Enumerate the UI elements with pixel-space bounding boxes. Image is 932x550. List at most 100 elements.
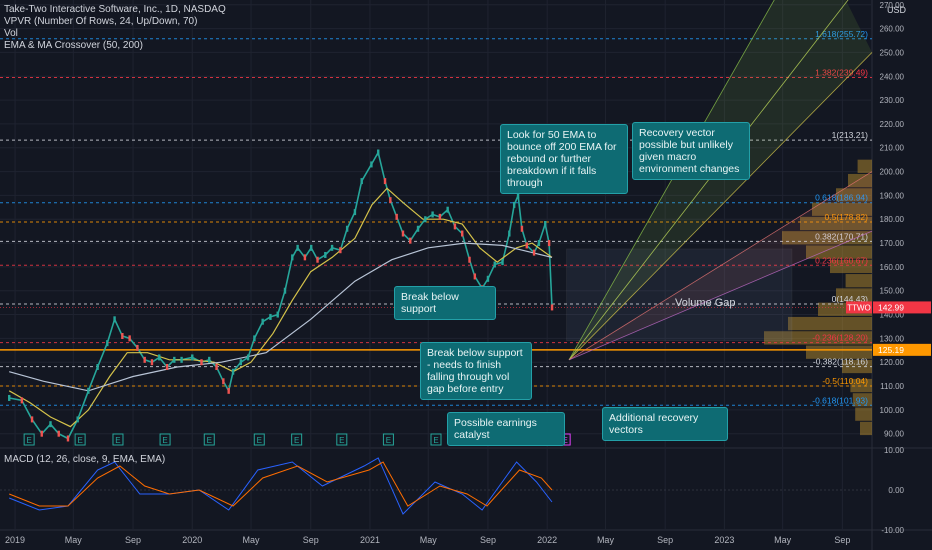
- x-tick-label: 2021: [360, 535, 380, 545]
- price-point: [200, 359, 203, 366]
- volume-profile-bar: [842, 359, 872, 374]
- price-point: [401, 230, 405, 237]
- y-tick-label: 260.00: [880, 25, 905, 34]
- x-tick-label: Sep: [480, 535, 496, 545]
- recovery-vector-line: [568, 52, 873, 361]
- annotation-break-below-support-2: Break below support - needs to finish fa…: [420, 342, 532, 400]
- ticker-label: TTWO: [847, 303, 871, 312]
- price-point: [113, 316, 116, 323]
- earnings-marker: [74, 433, 86, 446]
- price-point: [310, 244, 313, 251]
- y-tick-label: 250.00: [880, 48, 905, 57]
- price-point: [76, 416, 79, 423]
- price-point: [30, 416, 34, 423]
- x-tick-label: May: [420, 535, 438, 545]
- recovery-fan-fill: [569, 171, 872, 360]
- price-point: [446, 206, 449, 213]
- y-tick-label: 110.00: [880, 382, 904, 391]
- y-tick-label: 200.00: [880, 168, 905, 177]
- price-point: [165, 363, 169, 370]
- price-point: [208, 356, 211, 363]
- y-tick-label: 180.00: [880, 215, 905, 224]
- price-point: [136, 344, 139, 351]
- price-point: [40, 430, 43, 437]
- price-point: [20, 397, 24, 404]
- earnings-marker-label: E: [386, 436, 391, 445]
- price-point: [283, 287, 287, 294]
- price-point: [121, 333, 124, 339]
- price-point: [383, 178, 387, 185]
- volume-profile-bar: [830, 259, 872, 274]
- macd-series-line: [9, 461, 553, 507]
- earnings-marker-label: E: [115, 436, 120, 445]
- macd-y-tick-label: 0.00: [888, 486, 904, 495]
- x-tick-label: May: [597, 535, 615, 545]
- price-point: [239, 359, 243, 366]
- fib-level-label: 1(213.21): [832, 130, 869, 140]
- annotation-recovery-vector: Recovery vector possible but unlikely gi…: [632, 122, 750, 180]
- support-price-badge: [873, 343, 931, 356]
- price-point: [438, 213, 442, 220]
- price-point: [453, 223, 457, 230]
- fib-level-label: 0.236(160.67): [815, 255, 868, 265]
- price-point: [370, 161, 373, 168]
- y-tick-label: 170.00: [880, 239, 905, 248]
- earnings-marker-label: E: [162, 436, 167, 445]
- volume-profile-bar: [848, 173, 872, 188]
- earnings-marker-label: E: [257, 436, 262, 445]
- price-point: [316, 256, 319, 263]
- x-tick-label: Sep: [834, 535, 850, 545]
- price-point: [353, 209, 357, 216]
- x-tick-label: May: [243, 535, 261, 545]
- price-point: [389, 197, 392, 204]
- price-point: [461, 230, 464, 237]
- volume-profile-bar: [812, 202, 872, 216]
- ema-indicator-label[interactable]: EMA & MA Crossover (50, 200): [4, 40, 143, 51]
- ticker-badge: [846, 301, 872, 314]
- price-point: [520, 225, 524, 232]
- earnings-marker: [430, 433, 442, 446]
- price-point: [49, 421, 52, 428]
- recovery-vector-line: [568, 230, 873, 361]
- volume-profile-bar: [800, 216, 872, 231]
- earnings-marker-label: E: [207, 436, 212, 445]
- fib-level-label: 1.382(239.49): [815, 67, 868, 77]
- price-point: [431, 211, 434, 218]
- volume-profile-bar: [860, 421, 872, 436]
- price-point: [106, 340, 109, 347]
- macd-y-tick-label: 10.00: [884, 446, 905, 455]
- earnings-marker: [253, 433, 265, 446]
- support-price-value: 125.19: [878, 345, 904, 355]
- macd-indicator-label[interactable]: MACD (12, 26, close, 9, EMA, EMA): [4, 454, 166, 465]
- volume-profile-bar: [850, 378, 872, 393]
- price-point: [303, 254, 307, 261]
- x-tick-label: 2022: [537, 535, 557, 545]
- price-point: [66, 435, 70, 442]
- earnings-marker-label: E: [77, 436, 82, 445]
- fib-level-label: -0.382(118.16): [813, 357, 868, 367]
- price-point: [191, 354, 194, 361]
- price-point: [173, 356, 176, 363]
- earnings-marker: [112, 433, 124, 446]
- y-tick-label: 100.00: [880, 406, 905, 415]
- y-tick-label: 230.00: [880, 96, 905, 105]
- price-point: [253, 335, 256, 342]
- y-tick-label: 130.00: [880, 334, 905, 343]
- price-point: [87, 387, 90, 394]
- macd-series-line: [9, 457, 553, 515]
- fib-level-label: 0.618(186.94): [815, 193, 868, 203]
- earnings-marker: [336, 433, 348, 446]
- price-point: [128, 335, 131, 342]
- price-point: [416, 225, 420, 232]
- price-point: [261, 318, 264, 325]
- price-point: [409, 237, 412, 244]
- last-price-badge: [873, 301, 931, 314]
- price-point: [537, 240, 541, 247]
- price-point: [158, 354, 161, 361]
- price-point: [180, 356, 183, 363]
- vol-indicator-label[interactable]: Vol: [4, 28, 18, 39]
- series-line: [9, 242, 553, 392]
- vpvr-indicator-label[interactable]: VPVR (Number Of Rows, 24, Up/Down, 70): [4, 16, 198, 27]
- price-point: [8, 394, 11, 401]
